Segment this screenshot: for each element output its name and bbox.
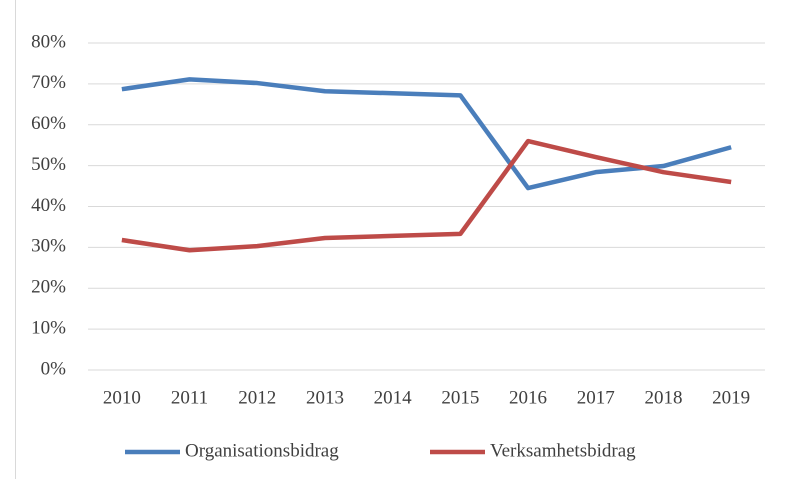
line [121,138,732,253]
x-tick-label: 2013 [306,387,344,408]
x-tick-label: 2012 [238,387,276,408]
y-tick-label: 50% [31,154,66,175]
x-tick-label: 2017 [577,387,615,408]
y-tick-label: 30% [31,236,66,257]
x-tick-label: 2018 [644,387,682,408]
chart-border [15,0,16,479]
x-tick-label: 2011 [171,387,208,408]
legend-label: Verksamhetsbidrag [490,440,636,461]
x-tick-label: 2010 [103,387,141,408]
x-tick-label: 2015 [441,387,479,408]
y-tick-label: 80% [31,31,66,52]
y-tick-label: 40% [31,195,66,216]
x-tick-label: 2014 [374,387,413,408]
y-tick-label: 70% [31,72,66,93]
y-tick-label: 60% [31,113,66,134]
y-tick-label: 20% [31,277,66,298]
x-tick-label: 2016 [509,387,547,408]
legend-label: Organisationsbidrag [185,440,339,461]
line [121,77,732,191]
y-tick-label: 0% [41,358,67,379]
y-tick-label: 10% [31,317,66,338]
x-tick-label: 2019 [712,387,750,408]
